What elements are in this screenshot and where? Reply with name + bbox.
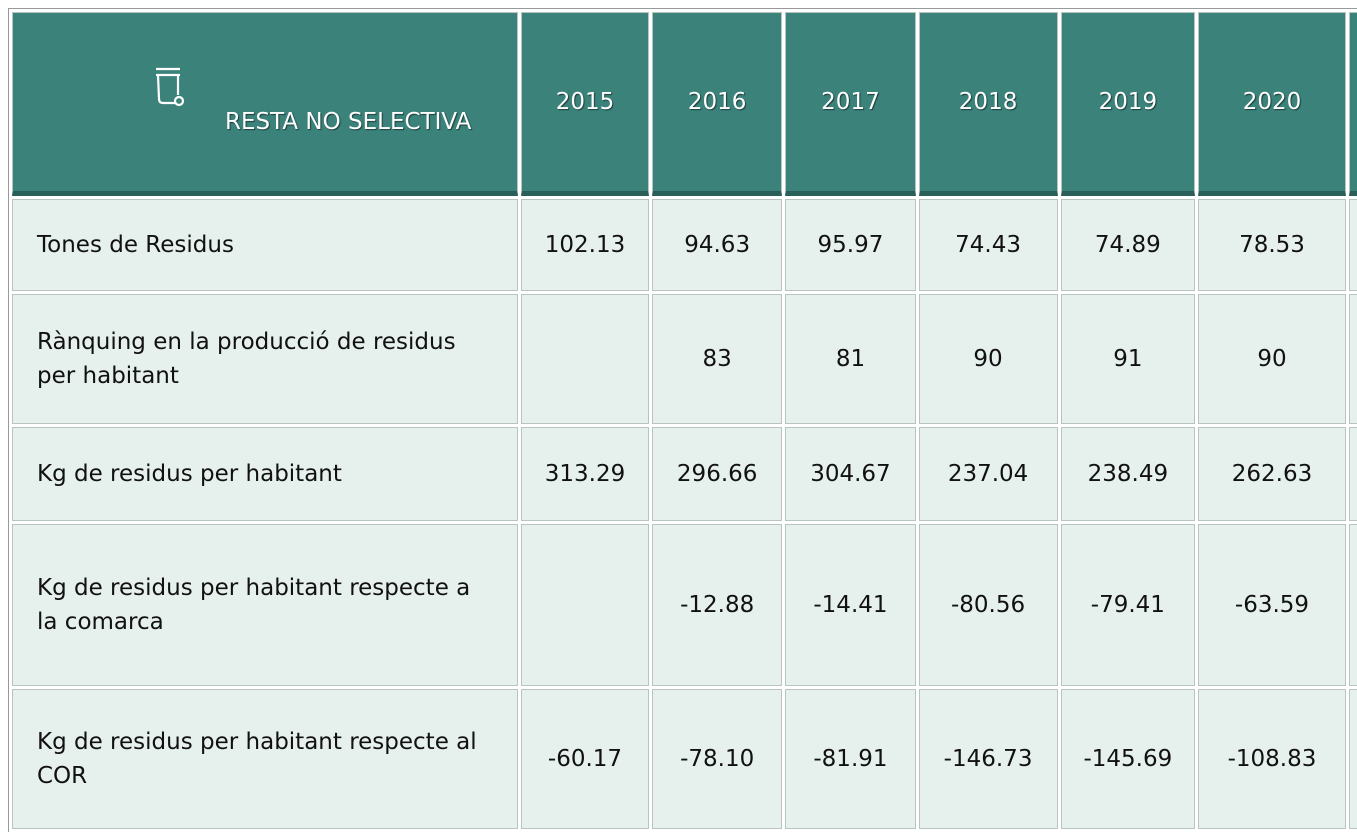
row-label: Tones de Residus	[12, 199, 518, 291]
value-cell: 95.97	[785, 199, 916, 291]
value-cell: -81.91	[785, 689, 916, 829]
value-cell: 96.793	[1348, 199, 1357, 291]
year-header: 2019	[1060, 12, 1196, 196]
empty-cell	[520, 294, 650, 424]
value-cell: 90	[918, 294, 1058, 424]
bin-icon	[156, 67, 185, 107]
value-cell: 74.43	[918, 199, 1058, 291]
row-label: Rànquing en la producció de residus per …	[12, 294, 518, 424]
value-cell: -145.69	[1060, 689, 1196, 829]
table-row: Kg de residus per habitant respecte al C…	[12, 689, 1357, 829]
value-cell: -108.83	[1198, 689, 1346, 829]
header-row: RESTA NO SELECTIVA 2015 2016 2017 2018 2019 2…	[12, 12, 1357, 196]
value-cell: -14.41	[785, 524, 916, 686]
value-cell: -11.77	[1348, 524, 1357, 686]
year-header: 2017	[785, 12, 916, 196]
year-header: 2018	[918, 12, 1058, 196]
value-cell: 94.63	[652, 199, 783, 291]
table-body: Tones de Residus 102.13 94.63 95.97 74.43 74.…	[12, 199, 1357, 829]
table-row: Tones de Residus 102.13 94.63 95.97 74.43 74.…	[12, 199, 1357, 291]
value-cell: -12.88	[652, 524, 783, 686]
value-cell: 76	[1348, 294, 1357, 424]
empty-cell	[520, 524, 650, 686]
table-row: Kg de residus per habitant 313.29 296.66 30…	[12, 427, 1357, 521]
year-header: 2020	[1198, 12, 1346, 196]
value-cell: -79.41	[1060, 524, 1196, 686]
row-label: Kg de residus per habitant	[12, 427, 518, 521]
year-header: 2021	[1348, 12, 1357, 196]
value-cell: 238.49	[1060, 427, 1196, 521]
table-row: Rànquing en la producció de residus per …	[12, 294, 1357, 424]
value-cell: 304.67	[785, 427, 916, 521]
value-cell: 91	[1060, 294, 1196, 424]
value-cell: 313.29	[520, 427, 650, 521]
value-cell: 90	[1198, 294, 1346, 424]
table-row: Kg de residus per habitant respecte a la…	[12, 524, 1357, 686]
value-cell: 78.53	[1198, 199, 1346, 291]
value-cell: 237.04	[918, 427, 1058, 521]
header-title: RESTA NO SELECTIVA	[225, 109, 472, 135]
value-cell: 74.89	[1060, 199, 1196, 291]
row-label: Kg de residus per habitant respecte al C…	[12, 689, 518, 829]
value-cell: 262.63	[1198, 427, 1346, 521]
value-cell: -63.59	[1198, 524, 1346, 686]
row-label: Kg de residus per habitant respecte a la…	[12, 524, 518, 686]
value-cell: 83	[652, 294, 783, 424]
value-cell: 311.23	[1348, 427, 1357, 521]
value-cell: -78.10	[652, 689, 783, 829]
header-title-cell: RESTA NO SELECTIVA	[12, 12, 518, 196]
year-header: 2016	[652, 12, 783, 196]
year-header: 2015	[520, 12, 650, 196]
value-cell: -80.56	[918, 524, 1058, 686]
data-table: RESTA NO SELECTIVA 2015 2016 2017 2018 2019 2…	[8, 8, 1357, 832]
value-cell: -60.17	[520, 689, 650, 829]
value-cell: 102.13	[520, 199, 650, 291]
value-cell: 81	[785, 294, 916, 424]
value-cell: 296.66	[652, 427, 783, 521]
value-cell: -146.73	[918, 689, 1058, 829]
value-cell: -68.64	[1348, 689, 1357, 829]
